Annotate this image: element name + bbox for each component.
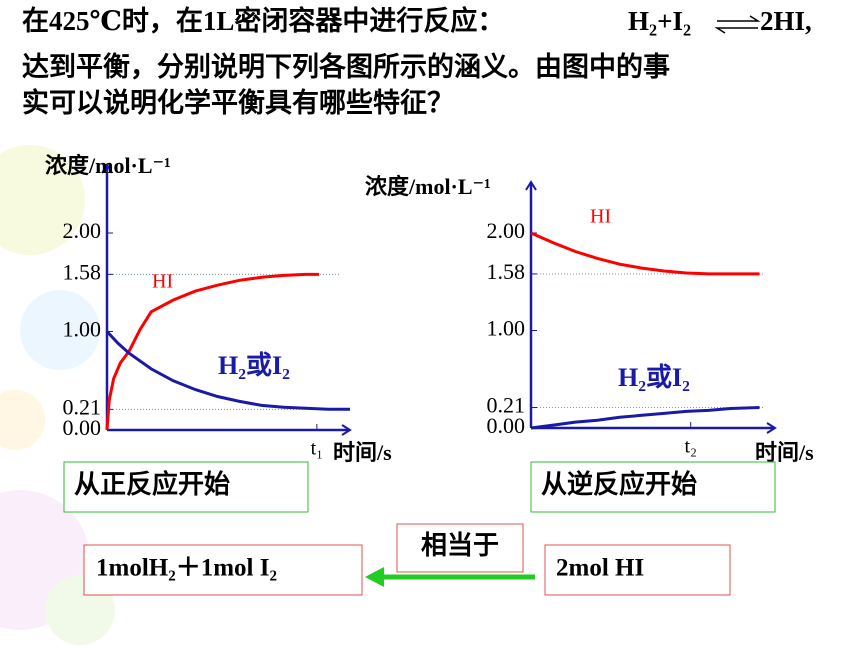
x-tick-label: t₁: [311, 438, 324, 460]
series-label: HI: [590, 206, 611, 228]
question-line: 实可以说明化学平衡具有哪些特征？: [22, 87, 454, 118]
y-tick-label: 1.00: [487, 316, 526, 341]
series-line: [530, 406, 760, 430]
question-line: 达到平衡，分别说明下列各图所示的涵义。由图中的事: [22, 51, 670, 82]
caption: 从正反应开始: [74, 469, 230, 499]
equation-right: 2HI,: [760, 6, 812, 36]
series-label: H₂或I₂: [218, 351, 290, 380]
x-tick-label: t₂: [684, 436, 697, 458]
series-label: HI: [152, 271, 173, 293]
y-tick-label: 0.00: [63, 415, 102, 440]
left-box: [83, 544, 363, 596]
series-line: [530, 231, 760, 276]
y-axis-label: 浓度/mol·L⁻¹: [365, 174, 491, 199]
caption: 从逆反应开始: [541, 469, 697, 499]
equation-left: H₂+I₂: [628, 6, 691, 36]
caption-box: [530, 461, 776, 513]
decor: [0, 145, 115, 645]
equivalent-left: 1molH₂＋1mol I₂: [96, 555, 277, 582]
caption-box: [63, 461, 309, 513]
series-line: [105, 272, 320, 431]
y-tick-label: 2.00: [63, 218, 102, 243]
y-axis-arrow: [101, 163, 113, 174]
y-tick-label: 0.00: [487, 413, 526, 438]
y-axis-label: 浓度/mol·L⁻¹: [45, 153, 171, 178]
y-tick-label: 1.00: [63, 317, 102, 342]
y-axis-arrow: [525, 180, 537, 191]
green-arrow: [365, 567, 535, 587]
y-tick-label: 0.21: [63, 394, 102, 419]
y-tick-label: 1.58: [63, 259, 102, 284]
x-axis-label: 时间/s: [755, 440, 814, 465]
y-tick-label: 0.21: [487, 393, 526, 418]
equivalent-label: 相当于: [421, 531, 499, 560]
x-axis-arrow: [341, 424, 352, 436]
equivalent-right: 2mol HI: [556, 555, 644, 582]
y-tick-label: 1.58: [487, 259, 526, 284]
label-box: [396, 523, 524, 573]
x-axis-arrow: [766, 422, 777, 434]
question-line: 在425℃时，在1L密闭容器中进行反应：: [22, 5, 504, 36]
right-box: [544, 544, 731, 596]
equilibrium-arrow: [714, 15, 761, 34]
series-label: H₂或I₂: [618, 363, 690, 392]
x-axis-label: 时间/s: [333, 440, 392, 465]
series-line: [105, 330, 350, 411]
y-tick-label: 2.00: [487, 218, 526, 243]
